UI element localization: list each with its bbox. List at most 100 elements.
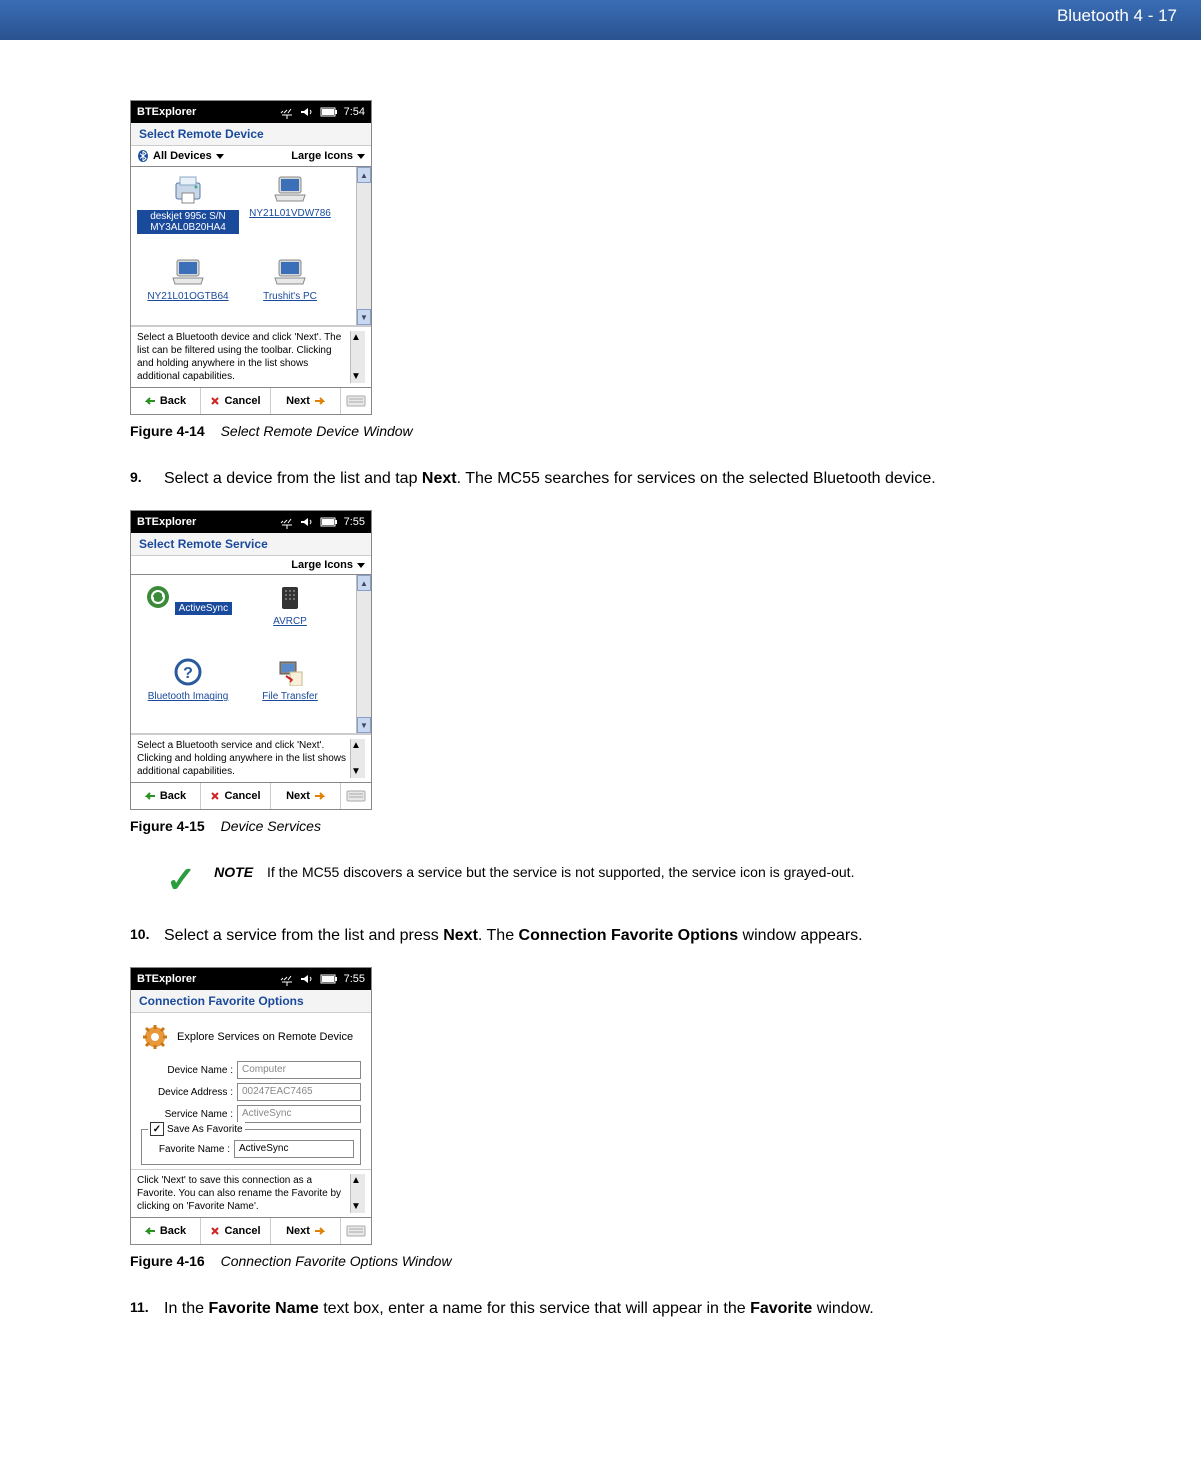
device-item[interactable]: NY21L01VDW786	[239, 175, 341, 252]
device-item[interactable]: deskjet 995c S/N MY3AL0B20HA4	[137, 175, 239, 252]
info-text: Select a Bluetooth service and click 'Ne…	[137, 739, 350, 778]
figure-text: Device Services	[221, 818, 321, 834]
clock: 7:55	[344, 516, 365, 528]
info-text: Click 'Next' to save this connection as …	[137, 1174, 350, 1213]
favorite-name-label: Favorite Name :	[148, 1144, 234, 1155]
device-name-field[interactable]: Computer	[237, 1061, 361, 1079]
step-number: 11.	[130, 1297, 164, 1320]
content: BTExplorer 7:54 Select Remote Device All…	[0, 40, 1201, 1361]
service-label: AVRCP	[239, 616, 341, 627]
scrollbar[interactable]: ▲ ▼	[350, 331, 365, 383]
scroll-up-icon[interactable]: ▲	[351, 331, 365, 344]
info-text: Select a Bluetooth device and click 'Nex…	[137, 331, 350, 383]
note-label: NOTE	[214, 864, 253, 880]
keyboard-button[interactable]	[341, 1218, 371, 1244]
service-name-field[interactable]: ActiveSync	[237, 1105, 361, 1123]
step-10: 10. Select a service from the list and p…	[130, 924, 1091, 947]
device-name-label: Device Name :	[141, 1065, 237, 1076]
figure-label: Figure 4-14	[130, 423, 205, 439]
arrow-right-icon	[314, 396, 325, 406]
header-text: Bluetooth 4 - 17	[1057, 6, 1177, 25]
favorite-name-field[interactable]: ActiveSync	[234, 1140, 354, 1158]
window-titlebar: BTExplorer 7:55	[131, 968, 371, 990]
scroll-down-icon[interactable]: ▼	[351, 765, 365, 778]
speaker-icon	[300, 974, 314, 984]
laptop-icon	[273, 175, 307, 203]
clock: 7:55	[344, 973, 365, 985]
next-button[interactable]: Next	[271, 783, 341, 809]
device-label: Trushit's PC	[239, 291, 341, 302]
clock: 7:54	[344, 106, 365, 118]
scrollbar[interactable]: ▲ ▼	[350, 1174, 365, 1213]
service-item[interactable]: AVRCP	[239, 583, 341, 652]
service-name-row: Service Name : ActiveSync	[141, 1105, 361, 1123]
scroll-up-icon[interactable]: ▲	[357, 167, 371, 183]
battery-icon	[320, 974, 338, 984]
signal-icon	[280, 972, 294, 986]
page-header: Bluetooth 4 - 17	[0, 0, 1201, 40]
step-number: 10.	[130, 924, 164, 947]
laptop-icon	[171, 258, 205, 286]
back-button[interactable]: Back	[131, 1218, 201, 1244]
laptop-icon	[273, 258, 307, 286]
scrollbar[interactable]: ▲ ▼	[356, 167, 371, 325]
arrow-left-icon	[145, 791, 156, 801]
app-title: BTExplorer	[137, 516, 196, 528]
scroll-down-icon[interactable]: ▼	[357, 717, 371, 733]
figure-caption: Figure 4-16 Connection Favorite Options …	[130, 1253, 1091, 1269]
window-titlebar: BTExplorer 7:54	[131, 101, 371, 123]
info-panel: Click 'Next' to save this connection as …	[131, 1169, 371, 1217]
arrow-right-icon	[314, 1226, 325, 1236]
filter-all-devices[interactable]: All Devices	[137, 149, 224, 163]
next-button[interactable]: Next	[271, 1218, 341, 1244]
view-large-icons[interactable]: Large Icons	[291, 150, 365, 162]
device-item[interactable]: Trushit's PC	[239, 258, 341, 320]
view-large-icons[interactable]: Large Icons	[291, 559, 365, 571]
cancel-button[interactable]: Cancel	[201, 388, 271, 414]
chevron-down-icon	[216, 154, 224, 159]
device-address-row: Device Address : 00247EAC7465	[141, 1083, 361, 1101]
imaging-icon	[174, 658, 202, 686]
scroll-down-icon[interactable]: ▼	[357, 309, 371, 325]
step-body: Select a device from the list and tap Ne…	[164, 467, 1091, 490]
back-button[interactable]: Back	[131, 783, 201, 809]
activesync-icon	[144, 583, 172, 611]
scroll-down-icon[interactable]: ▼	[351, 1200, 365, 1213]
device-address-field[interactable]: 00247EAC7465	[237, 1083, 361, 1101]
figure-label: Figure 4-15	[130, 818, 205, 834]
cancel-button[interactable]: Cancel	[201, 783, 271, 809]
scroll-up-icon[interactable]: ▲	[357, 575, 371, 591]
app-title: BTExplorer	[137, 973, 196, 985]
save-favorite-checkbox[interactable]: ✓	[150, 1122, 164, 1136]
service-item[interactable]: Bluetooth Imaging	[137, 658, 239, 727]
device-item[interactable]: NY21L01OGTB64	[137, 258, 239, 320]
figure-caption: Figure 4-14 Select Remote Device Window	[130, 423, 1091, 439]
figure-label: Figure 4-16	[130, 1253, 205, 1269]
form-header: Explore Services on Remote Device	[141, 1023, 361, 1051]
scroll-up-icon[interactable]: ▲	[351, 1174, 365, 1187]
app-title: BTExplorer	[137, 106, 196, 118]
keyboard-button[interactable]	[341, 388, 371, 414]
bottom-bar: Back Cancel Next	[131, 1217, 371, 1244]
info-panel: Select a Bluetooth service and click 'Ne…	[131, 734, 371, 782]
explore-label: Explore Services on Remote Device	[177, 1031, 353, 1043]
scroll-down-icon[interactable]: ▼	[351, 370, 365, 383]
bluetooth-icon	[137, 149, 149, 163]
note-text: NOTE If the MC55 discovers a service but…	[214, 862, 854, 880]
service-label: Bluetooth Imaging	[137, 691, 239, 702]
keyboard-button[interactable]	[341, 783, 371, 809]
back-button[interactable]: Back	[131, 388, 201, 414]
scroll-up-icon[interactable]: ▲	[351, 739, 365, 752]
next-button[interactable]: Next	[271, 388, 341, 414]
service-item[interactable]: ActiveSync	[137, 583, 239, 652]
info-panel: Select a Bluetooth device and click 'Nex…	[131, 326, 371, 387]
service-item[interactable]: File Transfer	[239, 658, 341, 727]
gear-icon	[141, 1023, 169, 1051]
note-body: If the MC55 discovers a service but the …	[267, 864, 855, 880]
x-icon	[210, 791, 220, 801]
chevron-down-icon	[357, 563, 365, 568]
scrollbar[interactable]: ▲ ▼	[350, 739, 365, 778]
scrollbar[interactable]: ▲ ▼	[356, 575, 371, 733]
cancel-button[interactable]: Cancel	[201, 1218, 271, 1244]
step-9: 9. Select a device from the list and tap…	[130, 467, 1091, 490]
